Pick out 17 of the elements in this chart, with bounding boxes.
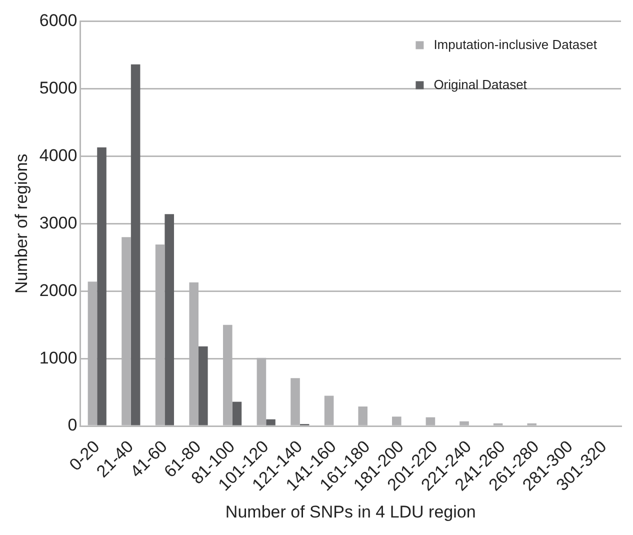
bar bbox=[232, 402, 242, 426]
bar bbox=[97, 147, 106, 426]
bar bbox=[130, 64, 140, 426]
bar bbox=[198, 346, 208, 426]
y-tick-label: 1000 bbox=[39, 348, 78, 368]
bar bbox=[266, 419, 276, 426]
y-tick-label: 6000 bbox=[39, 10, 78, 30]
x-axis-title: Number of SNPs in 4 LDU region bbox=[225, 502, 476, 522]
legend-label: Imputation-inclusive Dataset bbox=[434, 36, 598, 52]
y-tick-label: 3000 bbox=[39, 213, 78, 232]
bar bbox=[164, 214, 174, 426]
y-tick-label: 2000 bbox=[39, 280, 78, 300]
y-axis-title: Number of regions bbox=[12, 154, 31, 294]
y-tick-label: 0 bbox=[68, 416, 78, 435]
y-tick-label: 5000 bbox=[39, 78, 78, 98]
y-tick-label: 4000 bbox=[39, 146, 78, 165]
legend-label: Original Dataset bbox=[434, 76, 528, 92]
